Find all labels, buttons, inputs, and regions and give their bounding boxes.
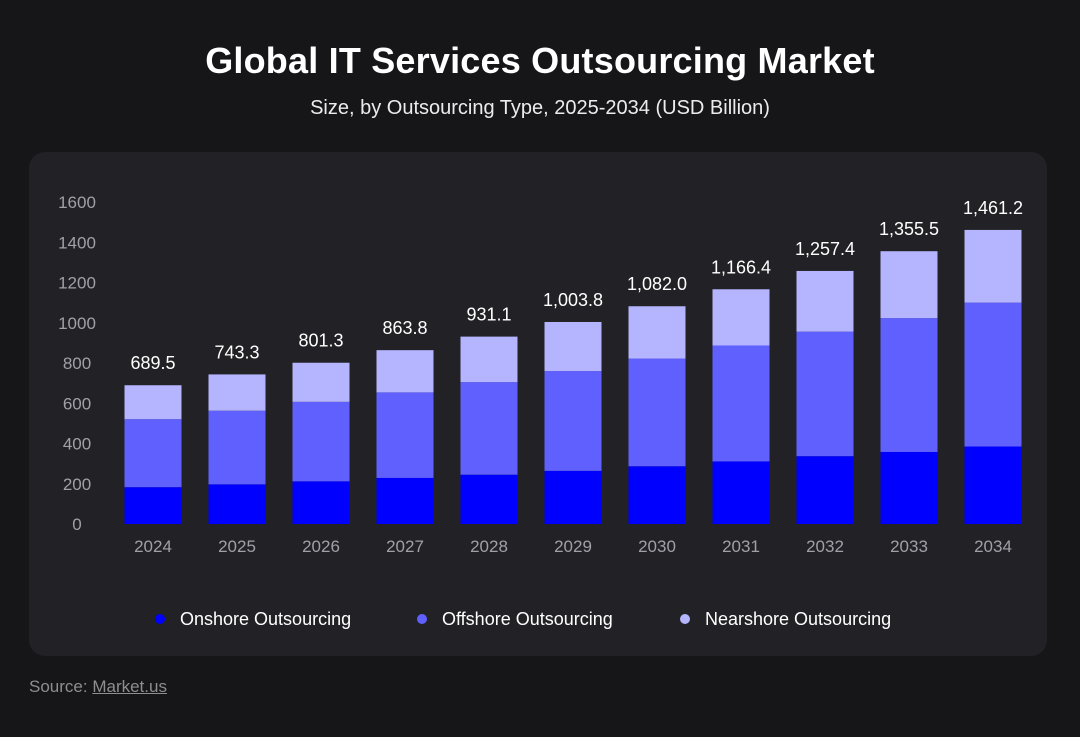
- bar-onshore-outsourcing-2029: [544, 470, 602, 524]
- x-tick-label: 2033: [890, 537, 928, 556]
- x-tick-label: 2031: [722, 537, 760, 556]
- x-tick-label: 2024: [134, 537, 172, 556]
- bar-offshore-outsourcing-2029: [544, 371, 602, 471]
- bar-offshore-outsourcing-2030: [628, 358, 686, 467]
- y-tick-label: 600: [63, 394, 91, 413]
- bar-offshore-outsourcing-2028: [460, 382, 518, 475]
- bar-nearshore-outsourcing-2027: [376, 350, 434, 393]
- legend-label: Offshore Outsourcing: [442, 609, 613, 629]
- chart-title: Global IT Services Outsourcing Market: [205, 40, 875, 81]
- bar-offshore-outsourcing-2027: [376, 392, 434, 478]
- x-tick-label: 2032: [806, 537, 844, 556]
- y-tick-label: 0: [72, 515, 81, 534]
- chart-panel: 0 200 400 600 800 1000 1200 1400 1600 689.5 2024 74…: [29, 152, 1047, 656]
- chart-subtitle: Size, by Outsourcing Type, 2025-2034 (US…: [310, 97, 770, 119]
- x-tick-label: 2026: [302, 537, 340, 556]
- bar-nearshore-outsourcing-2031: [712, 289, 770, 346]
- bar-onshore-outsourcing-2028: [460, 474, 518, 524]
- bar-onshore-outsourcing-2034: [964, 446, 1022, 524]
- x-tick-label: 2028: [470, 537, 508, 556]
- bar-nearshore-outsourcing-2025: [208, 374, 266, 411]
- y-tick-label: 1200: [58, 274, 96, 293]
- bar-offshore-outsourcing-2026: [292, 401, 350, 482]
- stacked-bar-chart: 0 200 400 600 800 1000 1200 1400 1600 689.5 2024 74…: [58, 193, 1023, 629]
- bar-offshore-outsourcing-2034: [964, 302, 1022, 447]
- bar-offshore-outsourcing-2031: [712, 345, 770, 462]
- bar-nearshore-outsourcing-2024: [124, 385, 182, 420]
- bar-total-label: 863.8: [382, 318, 427, 338]
- y-tick-label: 200: [63, 475, 91, 494]
- bar-onshore-outsourcing-2024: [124, 487, 182, 524]
- source-label: Source:: [29, 677, 88, 696]
- bar-total-label: 801.3: [298, 331, 343, 351]
- x-tick-label: 2027: [386, 537, 424, 556]
- bar-onshore-outsourcing-2026: [292, 481, 350, 524]
- bar-total-label: 931.1: [466, 305, 511, 325]
- bar-nearshore-outsourcing-2028: [460, 336, 518, 383]
- bar-total-label: 1,461.2: [963, 198, 1023, 218]
- bar-nearshore-outsourcing-2029: [544, 321, 602, 372]
- bar-onshore-outsourcing-2031: [712, 461, 770, 524]
- legend-swatch: [680, 614, 690, 624]
- bar-nearshore-outsourcing-2030: [628, 306, 686, 359]
- bar-total-label: 1,003.8: [543, 290, 603, 310]
- bar-offshore-outsourcing-2033: [880, 318, 938, 452]
- y-tick-label: 800: [63, 354, 91, 373]
- bar-onshore-outsourcing-2027: [376, 477, 434, 524]
- legend-label: Onshore Outsourcing: [180, 609, 351, 629]
- x-tick-label: 2025: [218, 537, 256, 556]
- x-tick-label: 2029: [554, 537, 592, 556]
- source-note: Source: Market.us: [29, 677, 167, 697]
- bar-offshore-outsourcing-2024: [124, 419, 182, 488]
- legend-swatch: [155, 614, 165, 624]
- bar-total-label: 743.3: [214, 342, 259, 362]
- bar-total-label: 1,257.4: [795, 239, 855, 259]
- y-tick-label: 400: [63, 435, 91, 454]
- bar-offshore-outsourcing-2032: [796, 331, 854, 457]
- bar-nearshore-outsourcing-2032: [796, 270, 854, 332]
- source-link[interactable]: Market.us: [92, 677, 167, 696]
- bar-nearshore-outsourcing-2034: [964, 229, 1022, 303]
- bar-onshore-outsourcing-2025: [208, 484, 266, 524]
- y-tick-label: 1400: [58, 233, 96, 252]
- bar-nearshore-outsourcing-2033: [880, 251, 938, 319]
- y-tick-label: 1600: [58, 193, 96, 212]
- legend-label: Nearshore Outsourcing: [705, 609, 891, 629]
- x-tick-label: 2034: [974, 537, 1012, 556]
- bar-total-label: 1,082.0: [627, 274, 687, 294]
- bar-total-label: 689.5: [130, 353, 175, 373]
- bar-onshore-outsourcing-2033: [880, 451, 938, 524]
- bar-total-label: 1,166.4: [711, 257, 771, 277]
- bar-onshore-outsourcing-2032: [796, 456, 854, 524]
- bar-nearshore-outsourcing-2026: [292, 362, 350, 402]
- legend-swatch: [417, 614, 427, 624]
- bar-offshore-outsourcing-2025: [208, 410, 266, 485]
- x-tick-label: 2030: [638, 537, 676, 556]
- bar-onshore-outsourcing-2030: [628, 466, 686, 524]
- bar-total-label: 1,355.5: [879, 219, 939, 239]
- y-tick-label: 1000: [58, 314, 96, 333]
